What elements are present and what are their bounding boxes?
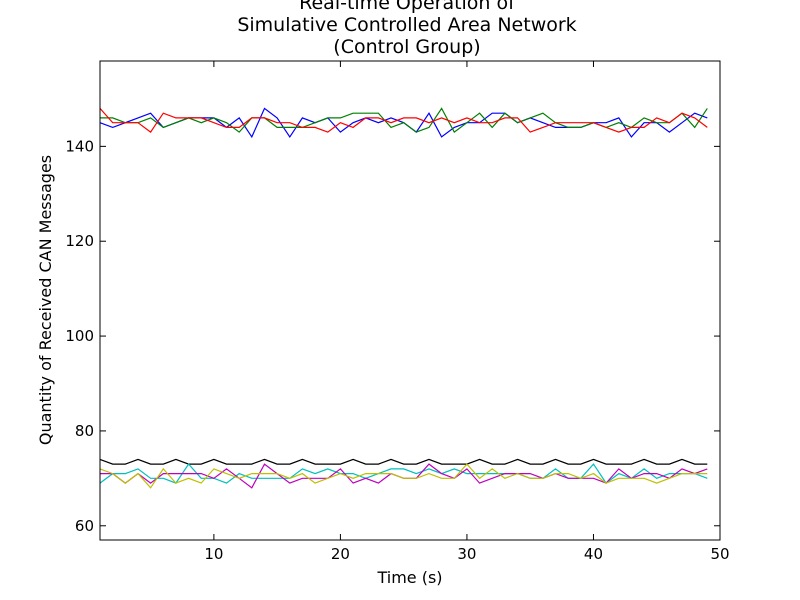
series-line-7 xyxy=(99,463,708,489)
y-tick-label: 100 xyxy=(65,327,94,345)
x-axis-label: Time (s) xyxy=(376,568,442,587)
x-tick-label: 40 xyxy=(584,545,603,563)
plot-frame xyxy=(99,60,721,541)
x-tick-label: 50 xyxy=(710,545,729,563)
y-tick-label: 120 xyxy=(65,232,94,250)
series-line-4 xyxy=(99,458,708,465)
series-line-3 xyxy=(99,108,708,133)
x-tick-label: 30 xyxy=(457,545,476,563)
y-axis-label: Quantity of Received CAN Messages xyxy=(36,155,55,445)
chart-title-line-3: (Control Group) xyxy=(333,36,480,58)
chart-title-line-1: Real-time Operation of xyxy=(299,0,516,14)
y-tick-label: 60 xyxy=(75,517,94,535)
x-tick-label: 20 xyxy=(331,545,350,563)
y-tick-label: 140 xyxy=(65,137,94,155)
chart-title-line-2: Simulative Controlled Area Network xyxy=(237,14,576,36)
x-tick-label: 10 xyxy=(204,545,223,563)
y-tick-label: 80 xyxy=(75,422,94,440)
plot-lines xyxy=(99,107,708,489)
